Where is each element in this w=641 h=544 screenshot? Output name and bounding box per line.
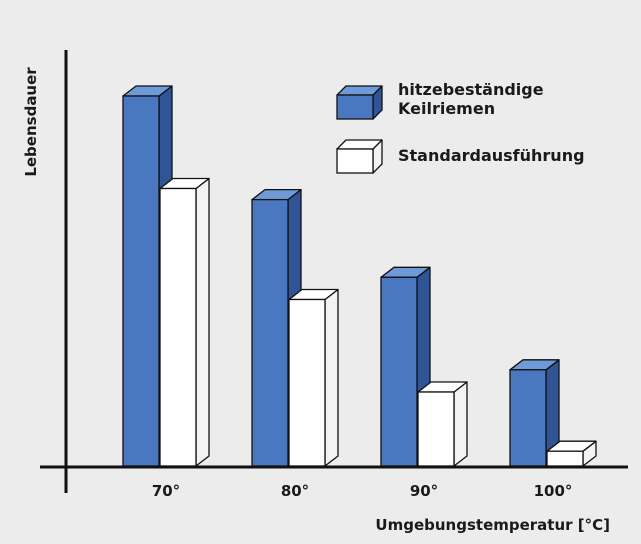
x-tick-label-2: 80° bbox=[281, 482, 309, 500]
legend-item-2: Standardausführung bbox=[336, 139, 585, 174]
bar-front bbox=[159, 187, 197, 467]
legend-swatch bbox=[336, 94, 374, 120]
bar-front bbox=[288, 298, 326, 467]
bar-side bbox=[324, 288, 339, 467]
x-tick-label-1: 70° bbox=[152, 482, 180, 500]
x-tick-label-4: 100° bbox=[534, 482, 573, 500]
x-tick-labels: 70° 80° 90° 100° bbox=[152, 482, 573, 500]
legend-swatch-top bbox=[336, 139, 383, 150]
bar-front bbox=[509, 369, 547, 467]
legend-swatch-top bbox=[336, 85, 383, 96]
bar-standard-2 bbox=[288, 288, 339, 467]
legend-swatch bbox=[336, 148, 374, 174]
legend-label-2: Standardausführung bbox=[398, 146, 585, 165]
bar-front bbox=[380, 276, 418, 467]
y-axis-title: Lebensdauer bbox=[22, 67, 40, 177]
legend-label-1-line-1: hitzebeständige bbox=[398, 80, 544, 99]
bar-front bbox=[546, 450, 584, 467]
bar-side bbox=[453, 381, 468, 467]
bar-front bbox=[122, 95, 160, 467]
bar-side bbox=[195, 177, 210, 467]
bar-standard-4 bbox=[546, 440, 597, 467]
bar-front bbox=[251, 198, 289, 467]
x-tick-label-3: 90° bbox=[410, 482, 438, 500]
bar-front bbox=[417, 391, 455, 467]
bar-standard-3 bbox=[417, 381, 468, 467]
bar-standard-1 bbox=[159, 177, 210, 467]
bars-group bbox=[122, 85, 597, 467]
x-axis-title: Umgebungstemperatur [°C] bbox=[375, 516, 610, 534]
legend-label-1-line-2: Keilriemen bbox=[398, 99, 495, 118]
